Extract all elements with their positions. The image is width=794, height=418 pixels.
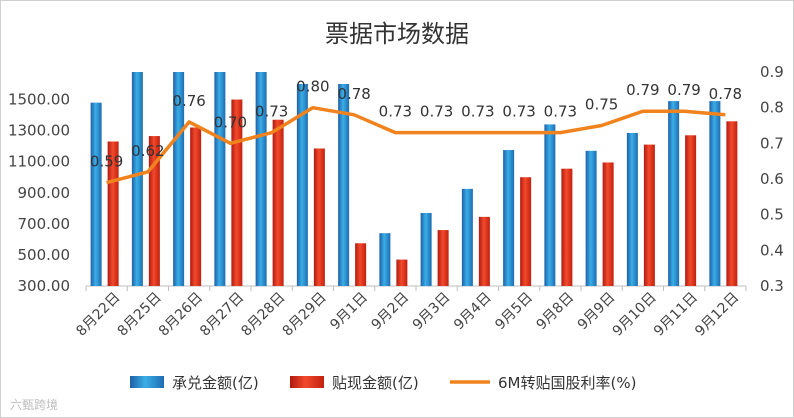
bar-acceptance [214, 72, 226, 286]
x-tick-label: 9月12日 [692, 290, 742, 340]
bar-discount [561, 168, 573, 286]
y-left-tick-label: 1100.00 [8, 153, 70, 171]
bar-discount [643, 144, 655, 286]
bar-discount [478, 216, 490, 286]
rate-data-label: 0.75 [585, 96, 618, 114]
legend-swatch-discount [290, 376, 324, 388]
chart-title: 票据市场数据 [325, 20, 469, 48]
x-tick-label: 9月8日 [533, 290, 577, 334]
legend-label-acceptance: 承兑金额(亿) [172, 374, 259, 392]
rate-data-label: 0.73 [502, 103, 535, 121]
rate-data-label: 0.73 [255, 103, 288, 121]
bar-discount [190, 127, 202, 286]
x-tick-label: 9月10日 [610, 290, 660, 340]
legend-label-discount: 贴现金额(亿) [332, 374, 419, 392]
bar-acceptance [585, 150, 597, 286]
rate-data-label: 0.62 [131, 142, 164, 160]
bar-acceptance [420, 212, 432, 286]
x-tick-label: 8月25日 [115, 290, 165, 340]
bar-discount [685, 135, 697, 286]
bar-discount [520, 177, 532, 286]
bar-discount [396, 259, 408, 286]
rate-data-label: 0.73 [544, 103, 577, 121]
rate-data-label: 0.78 [337, 85, 370, 103]
x-tick-label: 9月3日 [410, 290, 454, 334]
bar-discount [272, 119, 284, 286]
y-right-tick-label: 0.3 [760, 277, 784, 295]
bar-acceptance [709, 101, 721, 286]
x-tick-label: 9月2日 [368, 290, 412, 334]
rate-data-label: 0.70 [214, 113, 247, 131]
legend-swatch-acceptance [130, 376, 164, 388]
rate-data-label: 0.59 [90, 153, 123, 171]
watermark-text: 六甄跨境 [10, 398, 59, 412]
rate-data-label: 0.76 [172, 92, 205, 110]
x-tick-label: 8月22日 [73, 290, 123, 340]
x-tick-label: 9月1日 [327, 290, 371, 334]
bar-discount [107, 141, 119, 286]
y-right-tick-label: 0.9 [760, 63, 784, 81]
bar-acceptance [338, 84, 350, 286]
y-left-tick-label: 300.00 [18, 277, 71, 295]
x-tick-label: 8月27日 [197, 290, 247, 340]
rate-data-label: 0.73 [461, 103, 494, 121]
rate-data-label: 0.79 [626, 81, 659, 99]
x-tick-label: 9月5日 [492, 290, 536, 334]
bar-acceptance [626, 132, 638, 286]
rate-line [106, 105, 726, 185]
rate-data-label: 0.79 [667, 81, 700, 99]
y-left-tick-label: 700.00 [18, 215, 71, 233]
y-right-tick-label: 0.5 [760, 206, 784, 224]
bar-acceptance [544, 124, 556, 286]
bar-acceptance [255, 72, 267, 286]
bar-discount [148, 136, 160, 286]
bar-acceptance [173, 72, 185, 286]
bar-discount [602, 162, 614, 286]
y-left-tick-label: 1500.00 [8, 91, 70, 109]
x-tick-label: 8月28日 [238, 290, 288, 340]
y-right-tick-label: 0.6 [760, 170, 784, 188]
bar-acceptance [461, 188, 473, 286]
rate-data-label: 0.73 [420, 103, 453, 121]
y-right-tick-label: 0.8 [760, 99, 784, 117]
legend-label-rate: 6M转贴国股利率(%) [498, 374, 636, 392]
rate-data-label: 0.80 [296, 78, 329, 96]
bar-discount [355, 243, 367, 286]
x-tick-label: 8月29日 [280, 290, 330, 340]
bar-discount [437, 230, 449, 286]
y-right-tick-label: 0.7 [760, 134, 784, 152]
bar-acceptance [503, 150, 515, 286]
x-tick-label: 8月26日 [156, 290, 206, 340]
bar-acceptance [296, 84, 308, 286]
bar-acceptance [131, 72, 143, 286]
y-left-tick-label: 1300.00 [8, 122, 70, 140]
bar-acceptance [668, 101, 680, 286]
bar-discount [726, 121, 738, 286]
bar-discount [231, 99, 243, 286]
x-tick-label: 9月4日 [451, 290, 495, 334]
y-left-tick-label: 900.00 [18, 184, 71, 202]
bar-acceptance [379, 233, 391, 286]
bar-acceptance [90, 102, 102, 286]
rate-data-label: 0.73 [379, 103, 412, 121]
rate-data-label: 0.78 [709, 85, 742, 103]
y-right-tick-label: 0.4 [760, 241, 784, 259]
y-left-tick-label: 500.00 [18, 246, 71, 264]
bar-discount [313, 148, 325, 286]
x-tick-label: 9月11日 [651, 290, 701, 340]
